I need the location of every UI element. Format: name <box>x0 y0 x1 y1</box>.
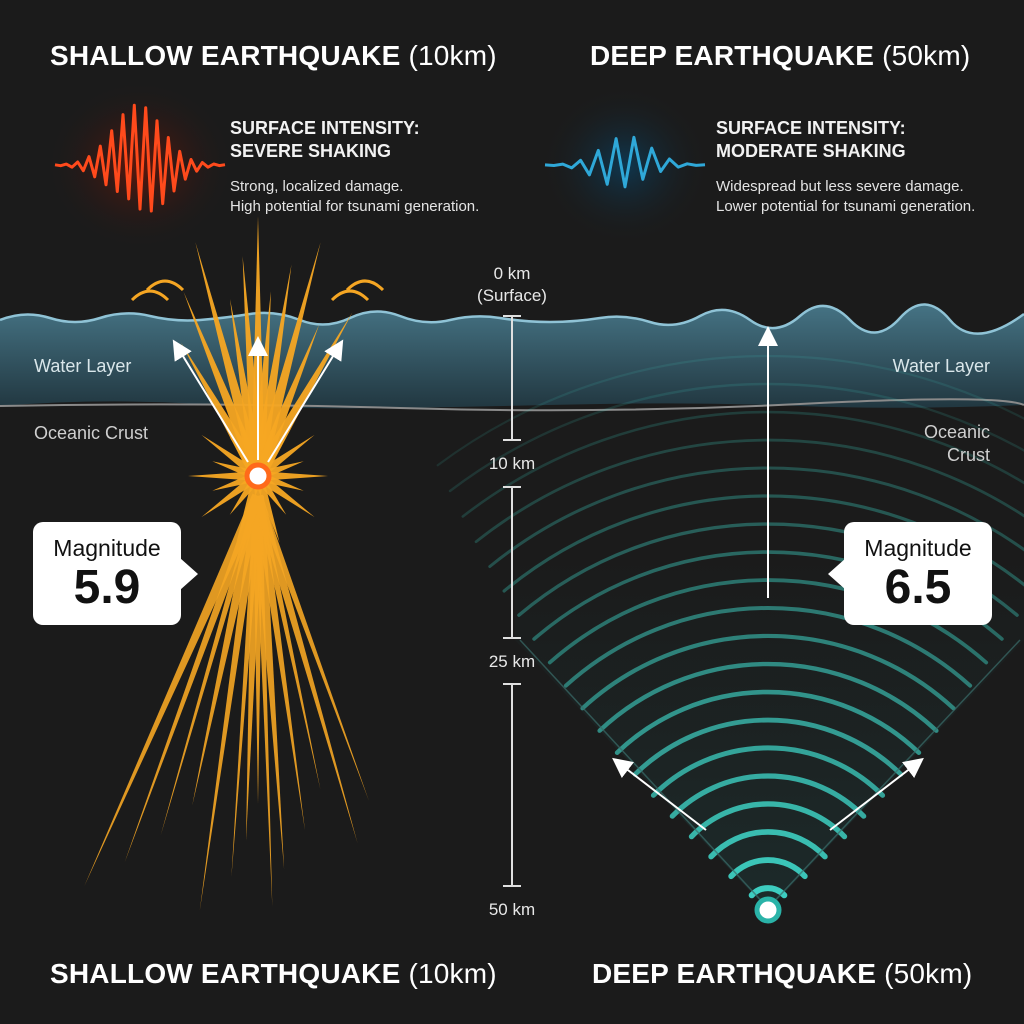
burst-ray <box>251 242 321 478</box>
shallow-title: SHALLOW EARTHQUAKE (10km) <box>50 40 497 72</box>
wavefront-arc <box>650 745 886 798</box>
shallow-intensity-line2: SEVERE SHAKING <box>230 141 392 161</box>
shallow-intensity-block: SURFACE INTENSITY: SEVERE SHAKING Strong… <box>230 117 510 217</box>
burst-ray <box>255 472 315 518</box>
wavefront-arc <box>614 689 922 755</box>
wavefront-arc <box>688 801 848 840</box>
deep-wave-cone <box>515 560 1024 910</box>
moderate-shaking-glow <box>540 85 710 245</box>
deep-footer-title: DEEP EARTHQUAKE (50km) <box>592 958 972 990</box>
shallow-footer-title: SHALLOW EARTHQUAKE (10km) <box>50 958 497 990</box>
shallow-desc-line2: High potential for tsunami generation. <box>230 198 480 215</box>
right-oceanic-crust-label: Oceanic Crust <box>924 421 990 467</box>
crust-boundary-line <box>0 398 1024 412</box>
burst-ray <box>124 494 263 863</box>
wavefront-arc <box>728 857 808 880</box>
burst-ray <box>201 434 261 480</box>
deep-intensity-line2: MODERATE SHAKING <box>716 141 906 161</box>
deep-cone-edge-left <box>519 639 769 909</box>
deep-intensity-line1: SURFACE INTENSITY: <box>716 118 906 138</box>
deep-title-main: DEEP EARTHQUAKE <box>590 40 875 71</box>
shallow-hypocenter-icon <box>244 462 272 490</box>
deep-footer-depth: (50km) <box>884 958 973 989</box>
deep-magnitude-value: 6.5 <box>884 561 952 614</box>
deep-desc-line2: Lower potential for tsunami generation. <box>716 198 976 215</box>
burst-ray <box>231 495 262 878</box>
deep-title-depth: (50km) <box>882 40 971 71</box>
right-crust-label-line1: Oceanic <box>923 422 990 442</box>
deep-magnitude-label: Magnitude <box>864 535 972 561</box>
wavefront-arc <box>563 606 973 688</box>
shallow-magnitude-value: 5.9 <box>73 561 141 614</box>
wavefront-arc <box>597 661 939 733</box>
deep-desc-line1: Widespread but less severe damage. <box>716 178 964 195</box>
severe-shaking-glow <box>45 80 235 250</box>
splash-arc <box>345 279 385 292</box>
scale-surface-line1: 0 km <box>493 264 531 283</box>
deep-title: DEEP EARTHQUAKE (50km) <box>590 40 970 72</box>
right-crust-label-line2: Crust <box>946 445 990 465</box>
scale-tick-10km: 10 km <box>488 454 536 473</box>
severe-shaking-seismogram-icon <box>54 103 226 213</box>
deep-magnitude-callout: Magnitude 6.5 <box>844 522 992 625</box>
left-water-layer-label: Water Layer <box>34 356 132 376</box>
deep-callout-pointer <box>828 558 846 590</box>
shallow-title-main: SHALLOW EARTHQUAKE <box>50 40 401 71</box>
deep-arrow-right <box>829 757 924 831</box>
right-water-layer-label: Water Layer <box>892 356 990 376</box>
moderate-shaking-seismogram-icon <box>544 135 706 189</box>
burst-ray <box>160 494 262 836</box>
burst-ray <box>84 493 264 887</box>
deep-intensity-block: SURFACE INTENSITY: MODERATE SHAKING Wide… <box>716 117 1016 217</box>
splash-arc <box>130 289 170 302</box>
shallow-callout-pointer <box>180 558 198 590</box>
shallow-magnitude-label: Magnitude <box>53 535 161 561</box>
left-oceanic-crust-label: Oceanic Crust <box>34 423 149 443</box>
shallow-title-depth: (10km) <box>408 40 497 71</box>
scale-tick-50km: 50 km <box>488 900 536 919</box>
deep-hypocenter-icon <box>754 896 782 924</box>
scale-surface-line2: (Surface) <box>477 286 547 305</box>
splash-arc <box>145 279 185 292</box>
burst-ray <box>253 409 280 478</box>
burst-ray <box>199 495 263 911</box>
wavefront-arc <box>580 633 956 711</box>
shallow-desc-line1: Strong, localized damage. <box>230 178 404 195</box>
deep-arrow-left <box>612 757 707 831</box>
wavefront-arc <box>632 717 904 777</box>
splash-arc <box>330 289 370 302</box>
burst-ray <box>251 264 292 478</box>
scale-surface-label: 0 km (Surface) <box>452 263 572 307</box>
scale-tick-25km: 25 km <box>488 652 536 671</box>
burst-ray <box>192 494 264 806</box>
depth-scale <box>503 315 521 887</box>
shallow-arrow-left <box>172 339 249 463</box>
wavefront-arc <box>708 829 828 860</box>
shallow-intensity-line1: SURFACE INTENSITY: <box>230 118 420 138</box>
shallow-arrow-right <box>267 339 344 463</box>
deep-cone-edge-right <box>767 639 1021 909</box>
deep-footer-main: DEEP EARTHQUAKE <box>592 958 877 989</box>
shallow-magnitude-callout: Magnitude 5.9 <box>33 522 181 625</box>
shallow-footer-depth: (10km) <box>408 958 497 989</box>
wavefront-arc <box>669 773 867 819</box>
sea-surface-line <box>0 303 1024 335</box>
shallow-footer-main: SHALLOW EARTHQUAKE <box>50 958 401 989</box>
burst-ray <box>253 494 358 843</box>
